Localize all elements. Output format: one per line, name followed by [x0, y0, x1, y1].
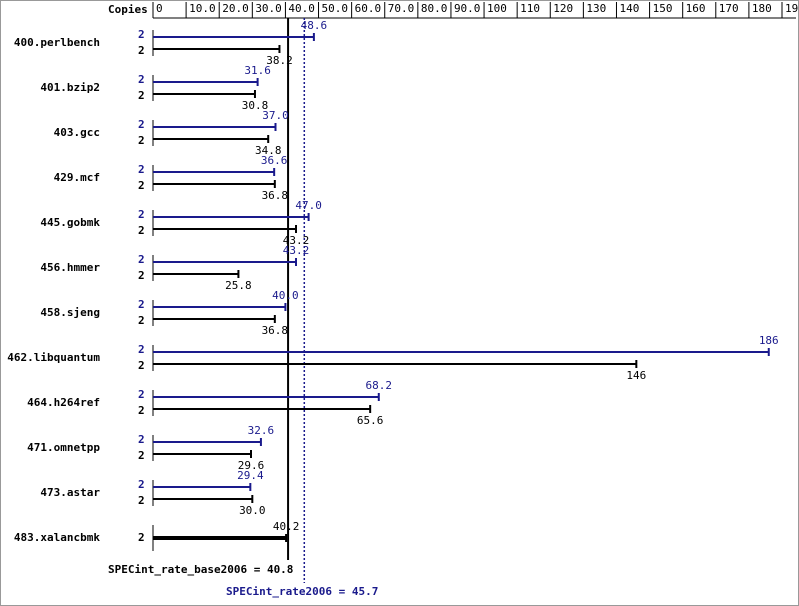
copies-label: 2: [138, 433, 145, 446]
category-label: 483.xalancbmk: [14, 531, 100, 544]
x-tick-label: 180: [752, 2, 772, 15]
x-tick-label: 60.0: [355, 2, 382, 15]
copies-label: 2: [138, 478, 145, 491]
copies-label: 2: [138, 89, 145, 102]
category-label: 445.gobmk: [40, 216, 100, 229]
x-tick-label: 150: [653, 2, 673, 15]
x-tick-label: 90.0: [454, 2, 481, 15]
x-tick-label: 20.0: [222, 2, 249, 15]
copies-label: 2: [138, 531, 145, 544]
copies-label: 2: [138, 343, 145, 356]
x-tick-label: 10.0: [189, 2, 216, 15]
copies-label: 2: [138, 134, 145, 147]
copies-label: 2: [138, 314, 145, 327]
value-label: 40.0: [272, 289, 299, 302]
x-tick-label: 120: [553, 2, 573, 15]
copies-label: 2: [138, 494, 145, 507]
value-label: 29.6: [238, 459, 265, 472]
category-label: 464.h264ref: [27, 396, 100, 409]
x-tick-label: 40.0: [288, 2, 315, 15]
copies-label: 2: [138, 298, 145, 311]
value-label: 40.2: [273, 520, 300, 533]
copies-label: 2: [138, 224, 145, 237]
x-tick-label: 100: [487, 2, 507, 15]
value-label: 37.0: [262, 109, 289, 122]
category-label: 458.sjeng: [40, 306, 100, 319]
category-label: 462.libquantum: [7, 351, 100, 364]
x-tick-label: 110: [520, 2, 540, 15]
copies-label: 2: [138, 404, 145, 417]
x-tick-label: 170: [719, 2, 739, 15]
value-label: 25.8: [225, 279, 252, 292]
copies-label: 2: [138, 179, 145, 192]
category-label: 400.perlbench: [14, 36, 100, 49]
value-label: 29.4: [237, 469, 264, 482]
x-tick-label: 160: [686, 2, 706, 15]
x-tick-label: 190: [785, 2, 799, 15]
value-label: 31.6: [244, 64, 271, 77]
category-label: 473.astar: [40, 486, 100, 499]
copies-label: 2: [138, 253, 145, 266]
value-label: 146: [626, 369, 646, 382]
value-label: 30.8: [242, 99, 269, 112]
category-label: 401.bzip2: [40, 81, 100, 94]
category-label: 456.hmmer: [40, 261, 100, 274]
x-tick-label: 140: [619, 2, 639, 15]
category-label: 429.mcf: [54, 171, 100, 184]
x-tick-label: 80.0: [421, 2, 448, 15]
category-label: 403.gcc: [54, 126, 100, 139]
value-label: 68.2: [366, 379, 393, 392]
copies-label: 2: [138, 449, 145, 462]
copies-label: 2: [138, 118, 145, 131]
copies-header: Copies: [108, 3, 148, 16]
value-label: 36.8: [262, 189, 289, 202]
x-tick-label: 130: [586, 2, 606, 15]
value-label: 36.6: [261, 154, 288, 167]
value-label: 43.2: [283, 244, 310, 257]
reference-label: SPECint_rate2006 = 45.7: [226, 585, 378, 598]
category-label: 471.omnetpp: [27, 441, 100, 454]
copies-label: 2: [138, 208, 145, 221]
x-tick-label: 0: [156, 2, 163, 15]
copies-label: 2: [138, 28, 145, 41]
x-tick-label: 30.0: [255, 2, 282, 15]
value-label: 38.2: [266, 54, 293, 67]
value-label: 65.6: [357, 414, 384, 427]
copies-label: 2: [138, 359, 145, 372]
reference-label: SPECint_rate_base2006 = 40.8: [108, 563, 293, 576]
value-label: 186: [759, 334, 779, 347]
copies-label: 2: [138, 269, 145, 282]
x-tick-label: 70.0: [388, 2, 415, 15]
value-label: 43.2: [283, 234, 310, 247]
copies-label: 2: [138, 388, 145, 401]
copies-label: 2: [138, 73, 145, 86]
value-label: 34.8: [255, 144, 282, 157]
value-label: 32.6: [248, 424, 275, 437]
value-label: 30.0: [239, 504, 266, 517]
x-tick-label: 50.0: [322, 2, 349, 15]
value-label: 47.0: [295, 199, 322, 212]
copies-label: 2: [138, 163, 145, 176]
value-label: 48.6: [301, 19, 328, 32]
copies-label: 2: [138, 44, 145, 57]
value-label: 36.8: [262, 324, 289, 337]
